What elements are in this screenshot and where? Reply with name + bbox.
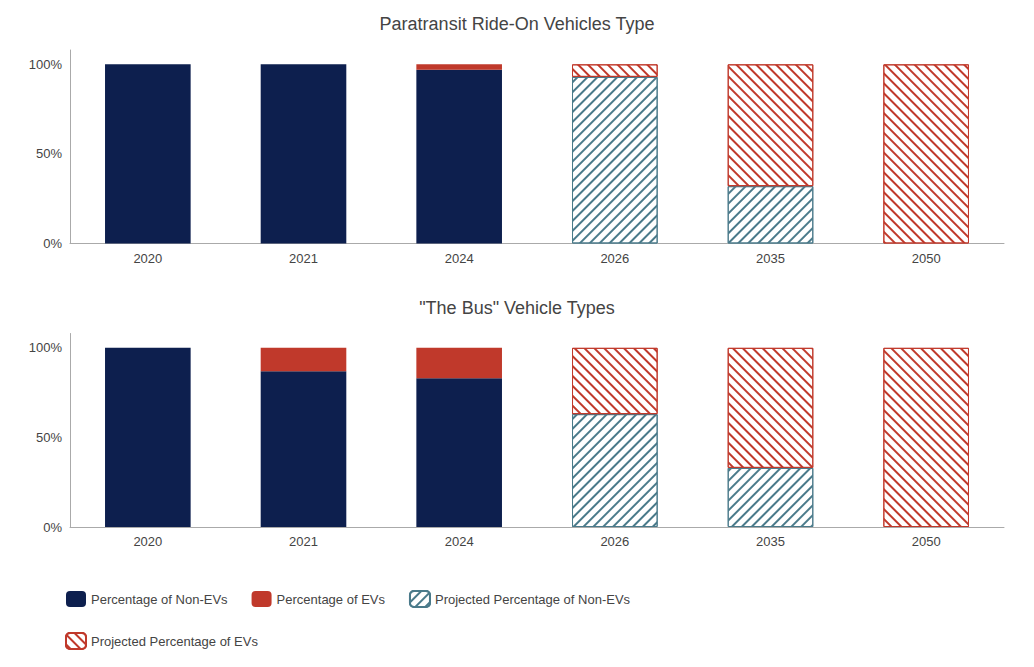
svg-text:2026: 2026	[600, 251, 629, 266]
svg-text:2026: 2026	[600, 534, 629, 549]
svg-text:Projected Percentage of EVs: Projected Percentage of EVs	[91, 634, 258, 649]
svg-text:Percentage of EVs: Percentage of EVs	[277, 592, 386, 607]
svg-text:2020: 2020	[133, 534, 162, 549]
svg-text:2050: 2050	[912, 534, 941, 549]
svg-text:2050: 2050	[912, 251, 941, 266]
svg-text:Paratransit Ride-On Vehicles T: Paratransit Ride-On Vehicles Type	[380, 14, 655, 34]
svg-text:2020: 2020	[133, 251, 162, 266]
svg-text:2024: 2024	[445, 251, 474, 266]
svg-text:"The Bus" Vehicle Types: "The Bus" Vehicle Types	[419, 298, 615, 318]
svg-text:2021: 2021	[289, 534, 318, 549]
svg-text:2024: 2024	[445, 534, 474, 549]
svg-text:0%: 0%	[43, 520, 62, 535]
svg-text:2021: 2021	[289, 251, 318, 266]
svg-text:100%: 100%	[29, 340, 63, 355]
svg-text:2035: 2035	[756, 534, 785, 549]
svg-text:Projected Percentage of Non-EV: Projected Percentage of Non-EVs	[435, 592, 631, 607]
svg-text:100%: 100%	[29, 57, 63, 72]
svg-text:0%: 0%	[43, 236, 62, 251]
svg-text:Percentage of Non-EVs: Percentage of Non-EVs	[91, 592, 228, 607]
svg-text:2035: 2035	[756, 251, 785, 266]
svg-text:50%: 50%	[36, 146, 62, 161]
svg-text:50%: 50%	[36, 430, 62, 445]
